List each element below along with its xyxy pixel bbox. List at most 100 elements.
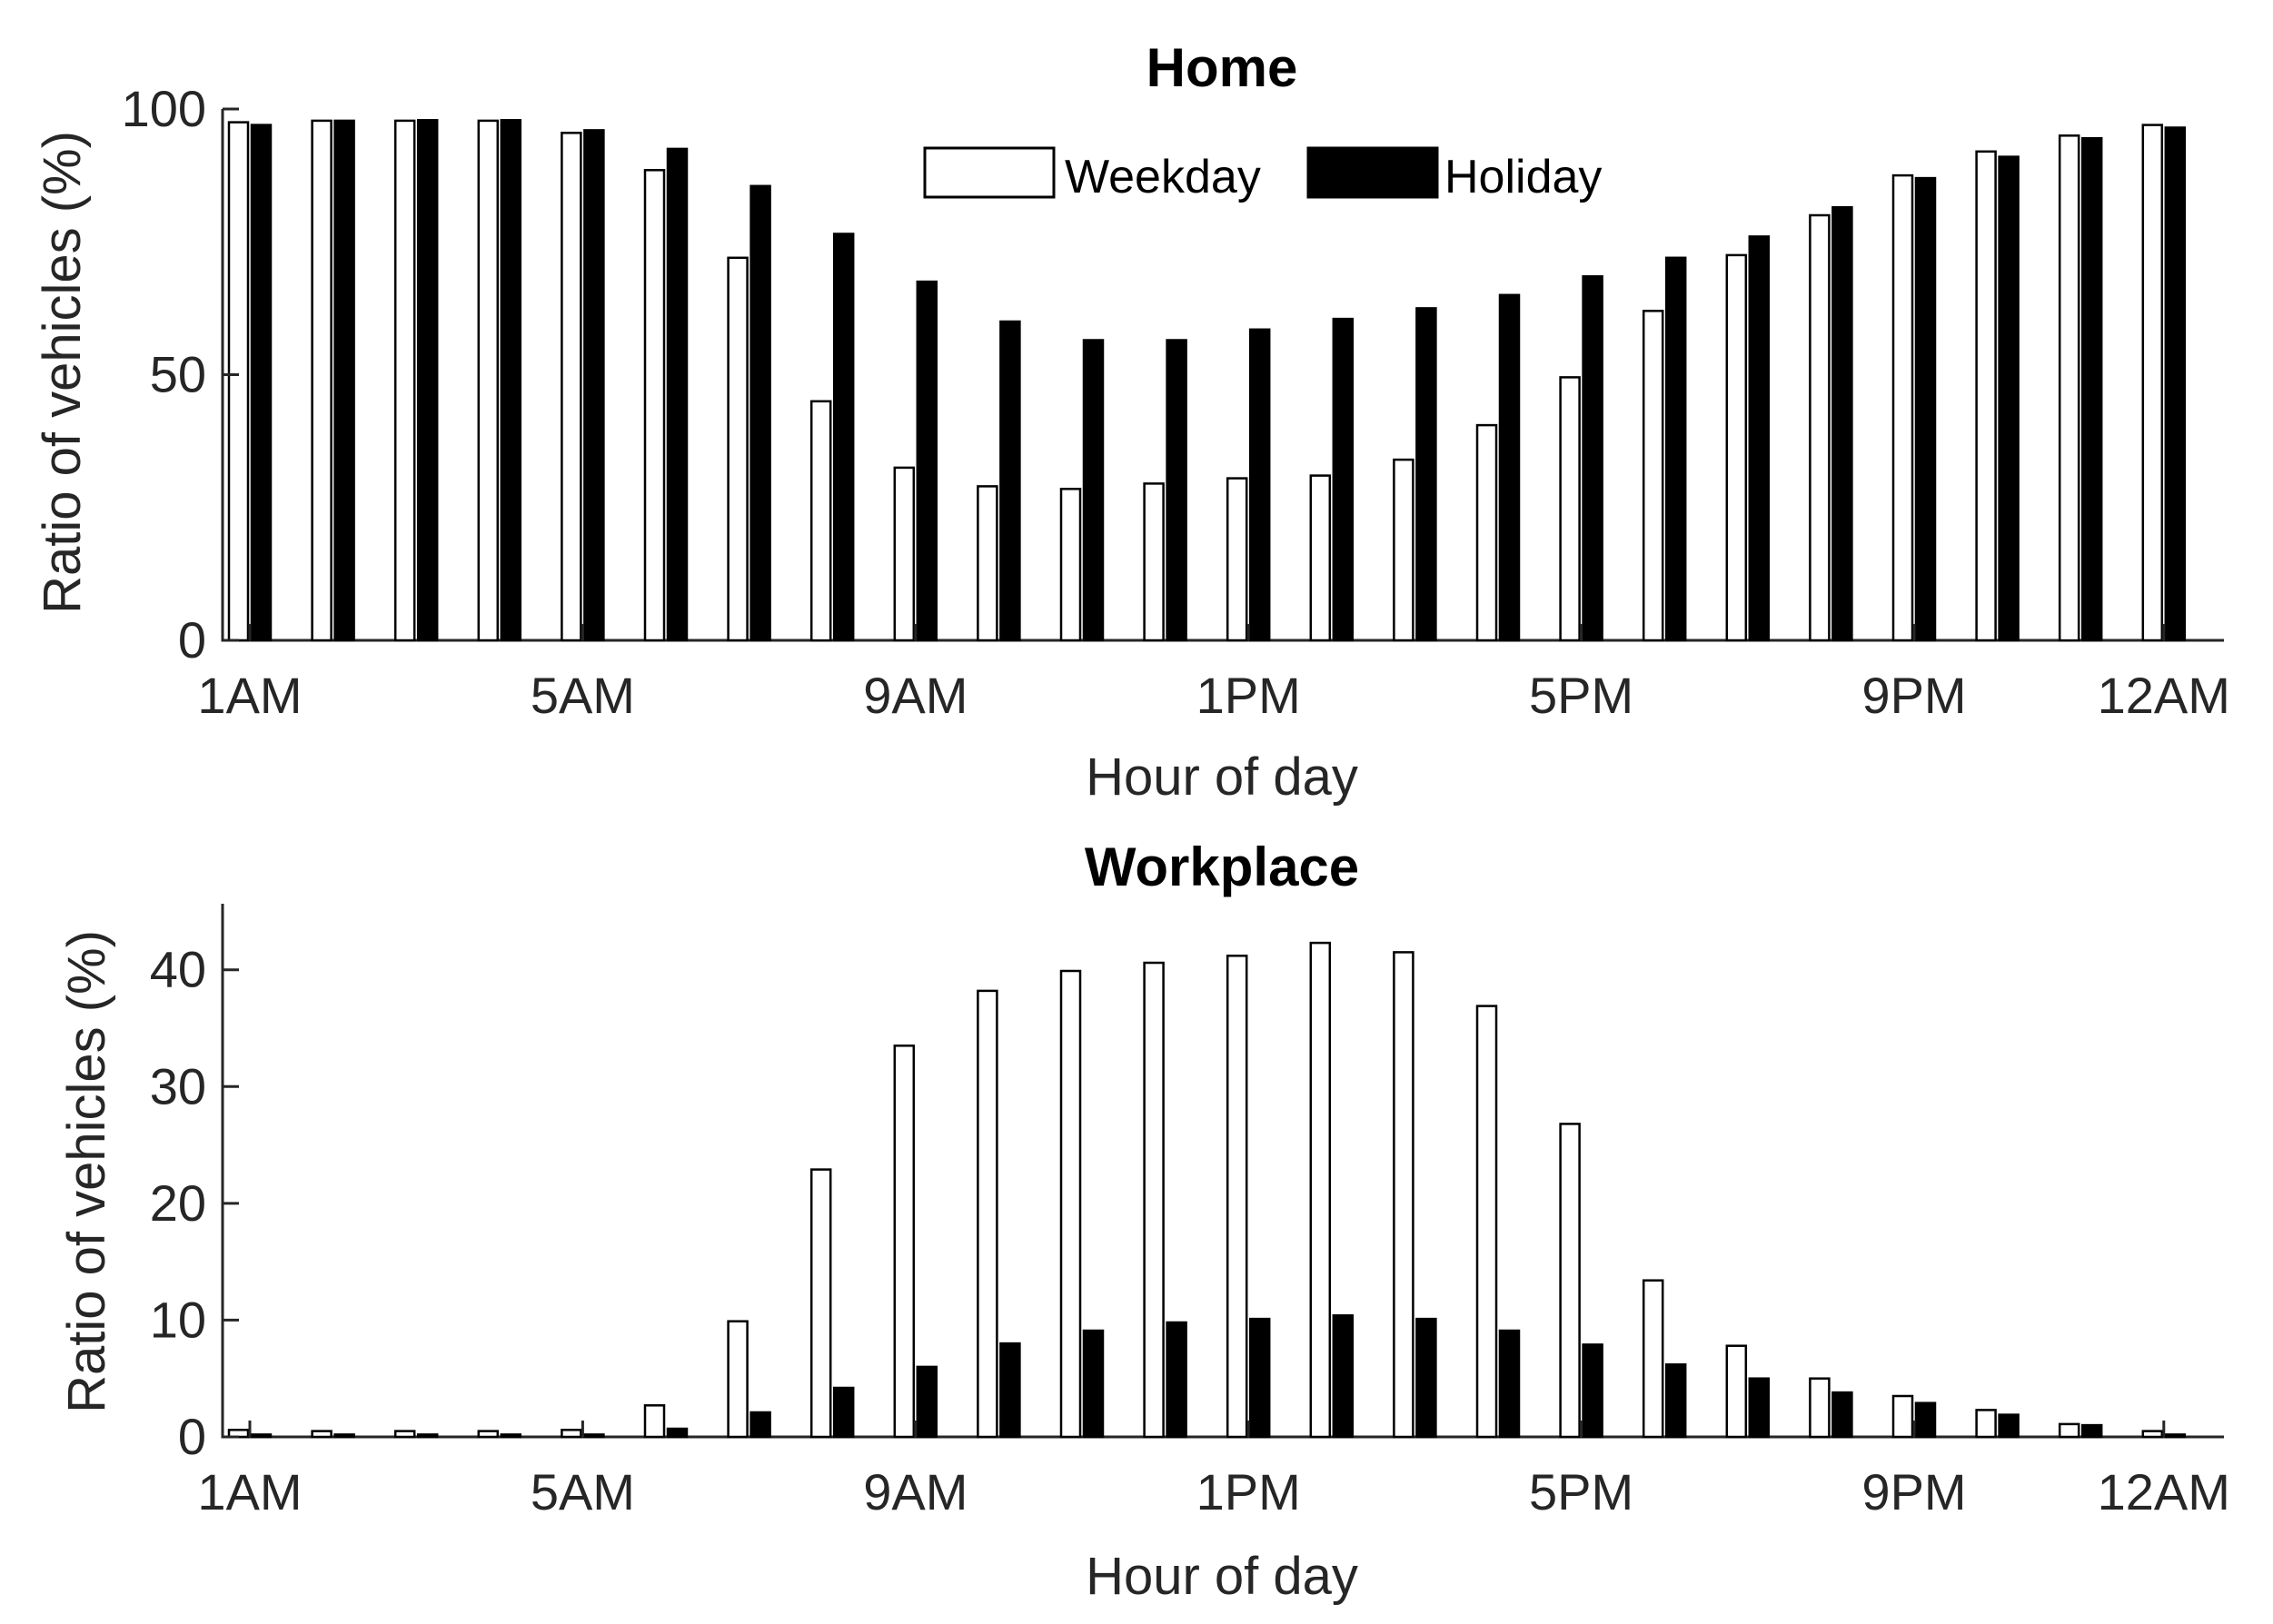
home-bar-weekday-13 bbox=[1226, 477, 1248, 642]
home-x-tick-label: 5PM bbox=[1529, 667, 1633, 724]
workplace-y-tick-label: 40 bbox=[150, 941, 206, 998]
home-bar-holiday-23 bbox=[2080, 136, 2103, 642]
home-bar-weekday-12 bbox=[1143, 482, 1165, 642]
home-bar-weekday-4 bbox=[477, 119, 500, 642]
home-x-tick-label: 12AM bbox=[2098, 667, 2230, 724]
workplace-bar-weekday-12 bbox=[1143, 961, 1165, 1439]
workplace-bar-weekday-9 bbox=[893, 1045, 916, 1439]
workplace-bar-holiday-1 bbox=[250, 1433, 273, 1439]
workplace-bar-weekday-7 bbox=[727, 1320, 749, 1439]
home-bar-holiday-8 bbox=[832, 233, 855, 642]
workplace-bar-holiday-8 bbox=[832, 1386, 855, 1439]
home-bar-weekday-5 bbox=[561, 132, 582, 642]
workplace-bar-holiday-16 bbox=[1498, 1329, 1521, 1439]
workplace-x-tick-label: 12AM bbox=[2098, 1463, 2230, 1520]
workplace-bar-holiday-19 bbox=[1748, 1377, 1771, 1439]
workplace-bar-weekday-5 bbox=[561, 1429, 582, 1439]
workplace-x-ticks: 1AM 5AM 9AM 1PM 5PM 9PM 12AM bbox=[197, 1421, 2230, 1520]
home-bar-weekday-17 bbox=[1559, 376, 1581, 642]
home-bar-weekday-24 bbox=[2141, 124, 2164, 642]
workplace-bar-holiday-5 bbox=[583, 1433, 605, 1439]
workplace-bar-weekday-15 bbox=[1393, 951, 1414, 1439]
home-bar-holiday-15 bbox=[1415, 307, 1437, 642]
workplace-bar-holiday-13 bbox=[1248, 1317, 1271, 1439]
workplace-x-tick-label: 9AM bbox=[863, 1463, 968, 1520]
workplace-bar-holiday-11 bbox=[1082, 1329, 1105, 1439]
workplace-chart: Workplace Ratio of vehicles (%) Hour of … bbox=[57, 837, 2230, 1606]
workplace-bar-weekday-13 bbox=[1226, 955, 1248, 1439]
home-y-tick-label: 0 bbox=[178, 611, 206, 668]
workplace-bar-weekday-10 bbox=[977, 989, 998, 1439]
workplace-y-tick-label: 30 bbox=[150, 1057, 206, 1114]
home-bar-weekday-6 bbox=[643, 169, 666, 642]
home-bar-weekday-23 bbox=[2058, 134, 2080, 642]
workplace-bar-weekday-19 bbox=[1725, 1344, 1748, 1439]
legend-weekday-label: Weekday bbox=[1065, 151, 1261, 203]
home-bar-holiday-19 bbox=[1748, 235, 1771, 642]
workplace-bar-holiday-4 bbox=[500, 1433, 522, 1439]
workplace-y-tick-label: 0 bbox=[178, 1408, 206, 1465]
workplace-y-tick-label: 20 bbox=[150, 1174, 206, 1232]
workplace-bar-holiday-18 bbox=[1664, 1363, 1687, 1439]
workplace-bar-weekday-23 bbox=[2058, 1422, 2080, 1439]
workplace-y-ticks: 0 10 20 30 40 bbox=[150, 941, 239, 1465]
home-y-axis-label: Ratio of vehicles (%) bbox=[33, 131, 92, 614]
workplace-bar-weekday-6 bbox=[643, 1404, 666, 1439]
home-bar-holiday-2 bbox=[333, 119, 355, 642]
home-bar-weekday-8 bbox=[809, 400, 832, 642]
workplace-y-tick-label: 10 bbox=[150, 1291, 206, 1348]
home-bar-holiday-6 bbox=[666, 147, 689, 642]
home-bar-holiday-24 bbox=[2164, 126, 2187, 642]
home-bars bbox=[227, 119, 2187, 642]
workplace-bar-holiday-14 bbox=[1332, 1314, 1355, 1439]
home-bar-weekday-11 bbox=[1059, 488, 1082, 642]
workplace-bar-weekday-2 bbox=[311, 1430, 333, 1439]
home-x-tick-label: 9AM bbox=[863, 667, 968, 724]
workplace-bar-holiday-2 bbox=[333, 1433, 355, 1439]
home-bar-weekday-18 bbox=[1642, 310, 1664, 642]
legend-weekday-swatch bbox=[923, 146, 1056, 199]
workplace-bar-holiday-10 bbox=[999, 1342, 1021, 1439]
home-bar-weekday-21 bbox=[1891, 173, 1914, 642]
home-bar-weekday-20 bbox=[1809, 213, 1831, 642]
workplace-bar-weekday-18 bbox=[1642, 1279, 1664, 1439]
workplace-bar-holiday-9 bbox=[916, 1365, 938, 1439]
home-bar-holiday-14 bbox=[1332, 317, 1355, 642]
home-bar-weekday-2 bbox=[311, 119, 333, 642]
workplace-bar-holiday-15 bbox=[1415, 1317, 1437, 1439]
home-bar-holiday-16 bbox=[1498, 293, 1521, 642]
workplace-bar-weekday-22 bbox=[1975, 1409, 1997, 1439]
workplace-x-tick-label: 9PM bbox=[1861, 1463, 1966, 1520]
home-y-tick-label: 50 bbox=[150, 346, 206, 403]
workplace-x-tick-label: 1AM bbox=[197, 1463, 302, 1520]
workplace-bar-weekday-17 bbox=[1559, 1123, 1581, 1439]
home-x-tick-label: 1AM bbox=[197, 667, 302, 724]
workplace-bars bbox=[227, 941, 2187, 1439]
home-bar-holiday-3 bbox=[416, 119, 439, 642]
workplace-bar-weekday-14 bbox=[1309, 941, 1332, 1439]
home-bar-holiday-1 bbox=[250, 124, 273, 642]
workplace-x-tick-label: 5PM bbox=[1529, 1463, 1633, 1520]
workplace-bar-weekday-16 bbox=[1475, 1005, 1498, 1439]
workplace-bar-holiday-17 bbox=[1582, 1343, 1603, 1439]
home-bar-holiday-7 bbox=[749, 184, 771, 642]
workplace-bar-holiday-24 bbox=[2164, 1433, 2187, 1439]
workplace-x-axis-label: Hour of day bbox=[1086, 1547, 1358, 1606]
home-y-ticks: 0 50 100 bbox=[122, 80, 239, 668]
home-bar-weekday-10 bbox=[977, 485, 998, 642]
home-bar-holiday-20 bbox=[1831, 205, 1853, 642]
workplace-x-tick-label: 5AM bbox=[531, 1463, 635, 1520]
home-x-ticks: 1AM 5AM 9AM 1PM 5PM 9PM 12AM bbox=[197, 624, 2230, 724]
home-x-tick-label: 1PM bbox=[1196, 667, 1301, 724]
home-bar-holiday-17 bbox=[1582, 275, 1603, 642]
home-x-tick-label: 5AM bbox=[531, 667, 635, 724]
workplace-chart-title: Workplace bbox=[1085, 837, 1359, 897]
workplace-bar-holiday-20 bbox=[1831, 1391, 1853, 1439]
workplace-bar-weekday-4 bbox=[477, 1430, 500, 1439]
home-bar-weekday-9 bbox=[893, 466, 916, 642]
home-bar-weekday-19 bbox=[1725, 253, 1748, 642]
workplace-x-tick-label: 1PM bbox=[1196, 1463, 1301, 1520]
home-bar-weekday-1 bbox=[227, 121, 250, 642]
home-bar-weekday-14 bbox=[1309, 474, 1332, 642]
legend-holiday-label: Holiday bbox=[1444, 151, 1602, 203]
